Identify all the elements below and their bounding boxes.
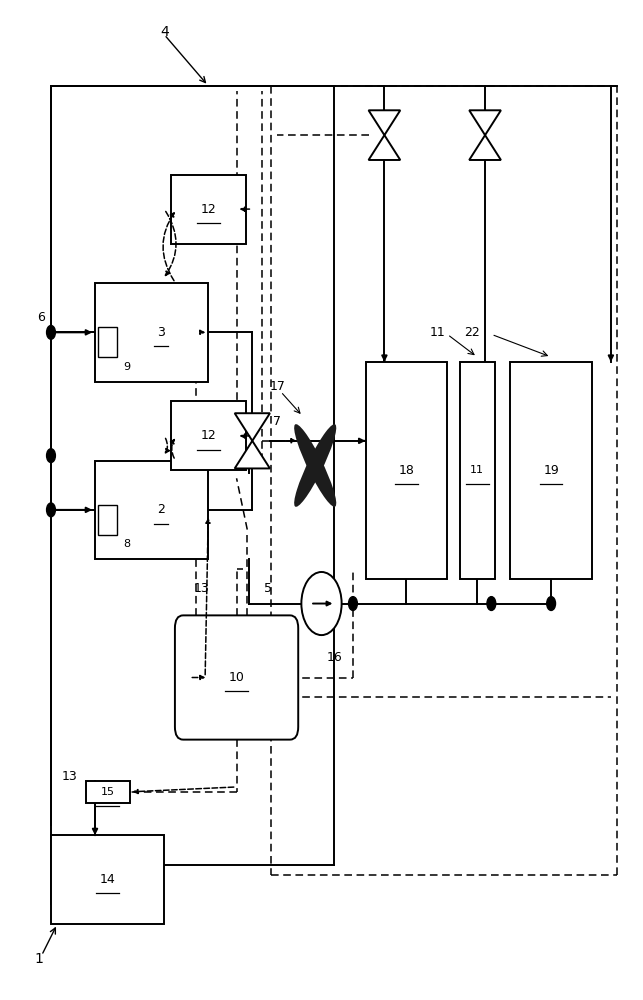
Bar (511, 362, 592, 579)
Circle shape (349, 597, 358, 610)
Text: 14: 14 (100, 873, 116, 886)
Polygon shape (368, 135, 400, 160)
Text: 13: 13 (194, 582, 210, 595)
Polygon shape (235, 441, 270, 468)
Text: 3: 3 (157, 326, 165, 339)
Ellipse shape (294, 424, 336, 507)
Circle shape (46, 325, 55, 339)
Text: 11: 11 (430, 326, 446, 339)
Bar (98, 505, 117, 535)
Ellipse shape (294, 424, 336, 507)
Text: 8: 8 (123, 539, 130, 549)
Circle shape (46, 503, 55, 517)
Circle shape (547, 597, 556, 610)
Text: 13: 13 (62, 770, 78, 783)
Circle shape (302, 572, 341, 635)
Text: 12: 12 (201, 203, 216, 216)
Polygon shape (235, 413, 270, 441)
Text: 1: 1 (34, 952, 43, 966)
Polygon shape (368, 110, 400, 135)
Text: 10: 10 (229, 671, 244, 684)
Bar (170, 401, 246, 470)
Bar (86, 781, 130, 803)
Circle shape (487, 597, 496, 610)
Text: 2: 2 (157, 503, 165, 516)
Polygon shape (469, 110, 501, 135)
Text: 16: 16 (326, 651, 342, 664)
FancyBboxPatch shape (175, 615, 298, 740)
Bar (51, 835, 164, 924)
Bar (95, 461, 208, 559)
Text: 18: 18 (399, 464, 414, 477)
Text: 22: 22 (465, 326, 480, 339)
Text: 6: 6 (37, 311, 46, 324)
Bar (98, 327, 117, 357)
Text: 17: 17 (269, 380, 285, 393)
Text: 9: 9 (123, 362, 130, 372)
Text: 12: 12 (201, 429, 216, 442)
Bar (170, 175, 246, 244)
Text: 11: 11 (470, 465, 484, 475)
Bar (95, 283, 208, 382)
Bar (460, 362, 494, 579)
Circle shape (46, 449, 55, 463)
Text: 4: 4 (160, 25, 168, 39)
Polygon shape (469, 135, 501, 160)
Text: 19: 19 (543, 464, 559, 477)
Text: 7: 7 (273, 415, 282, 428)
Bar (365, 362, 448, 579)
Text: 5: 5 (264, 582, 272, 595)
Text: 15: 15 (100, 787, 114, 797)
